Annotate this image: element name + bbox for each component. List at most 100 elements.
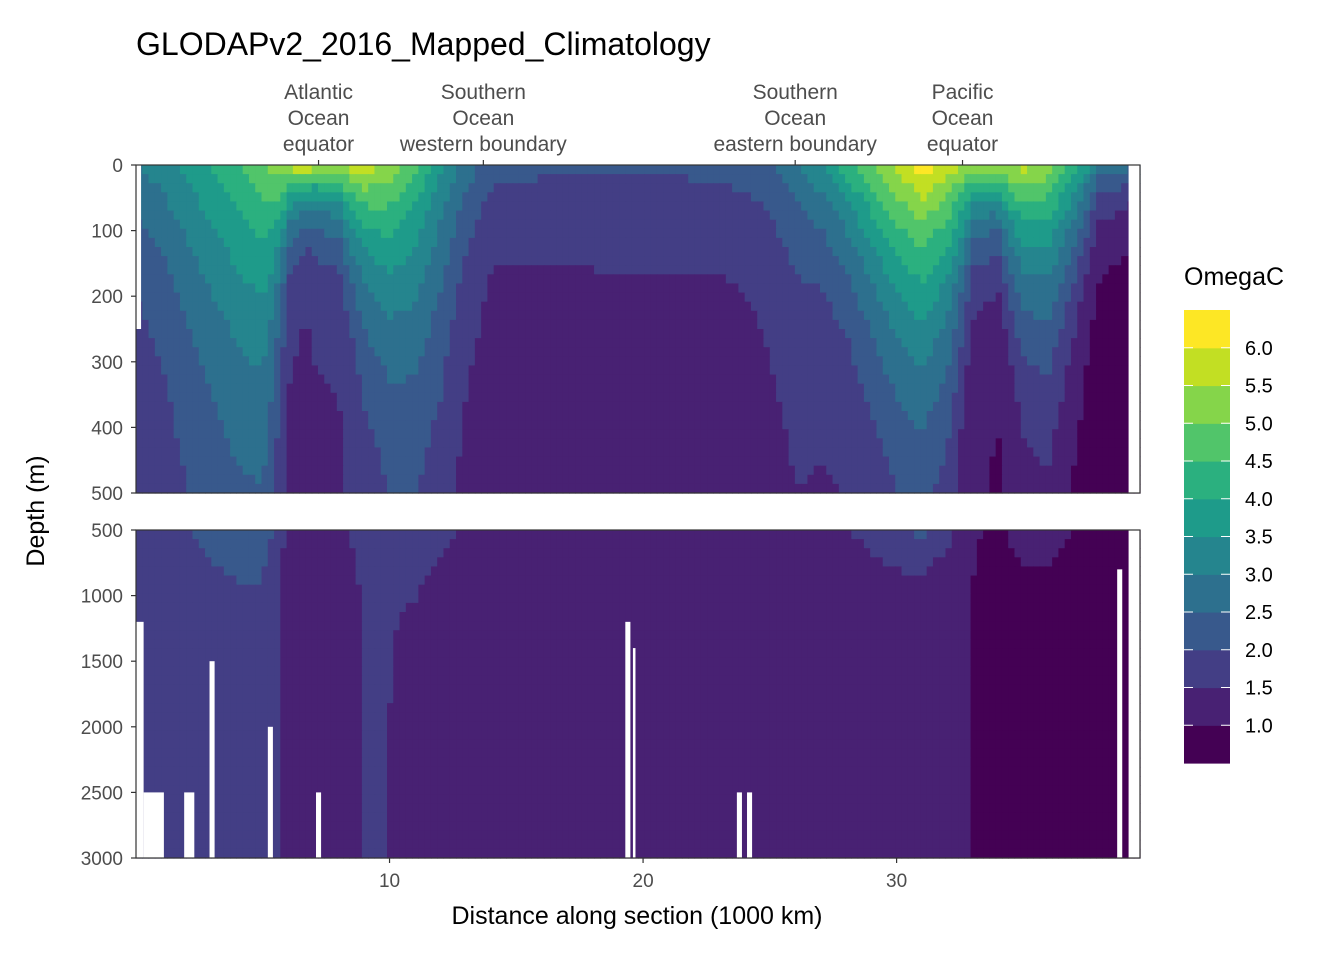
heatmap-cell (876, 237, 884, 248)
heatmap-cell (681, 283, 689, 294)
heatmap-cell (876, 283, 884, 294)
heatmap-cell (939, 283, 947, 294)
heatmap-cell (355, 420, 363, 430)
heatmap-cell (437, 365, 445, 376)
heatmap-cell (1096, 283, 1103, 294)
heatmap-cell (343, 319, 350, 330)
heatmap-cell (769, 411, 777, 421)
heatmap-cell (1020, 383, 1028, 394)
heatmap-cell (719, 438, 727, 449)
heatmap-cell (525, 174, 532, 184)
heatmap-cell (255, 165, 263, 175)
heatmap-cell (782, 347, 790, 357)
heatmap-cell (474, 401, 482, 412)
heatmap-cell (418, 319, 426, 330)
heatmap-cell (644, 411, 652, 421)
heatmap-cell (851, 420, 859, 430)
heatmap-cell (870, 392, 878, 403)
heatmap-cell (1070, 228, 1078, 239)
heatmap-cell (456, 219, 463, 230)
heatmap-cell (895, 237, 903, 248)
heatmap-cell (230, 256, 237, 266)
heatmap-cell (1077, 310, 1085, 321)
heatmap-cell (430, 228, 438, 239)
heatmap-cell (292, 338, 300, 348)
heatmap-cell (688, 183, 696, 193)
heatmap-cell (1102, 338, 1110, 348)
heatmap-cell (399, 319, 407, 330)
heatmap-cell (882, 210, 890, 221)
heatmap-cell (638, 283, 645, 294)
heatmap-cell (907, 292, 915, 303)
heatmap-cell (914, 228, 921, 239)
heatmap-cell (1001, 292, 1009, 303)
heatmap-cell (223, 301, 231, 312)
heatmap-cell (1058, 265, 1066, 275)
heatmap-cell (161, 292, 168, 303)
heatmap-cell (305, 292, 313, 303)
heatmap-cell (725, 219, 733, 230)
heatmap-cell (230, 383, 237, 394)
heatmap-cell (719, 383, 727, 394)
heatmap-cell (1045, 165, 1053, 175)
heatmap-cell (1039, 420, 1047, 430)
heatmap-cell (167, 165, 175, 175)
heatmap-cell (412, 301, 419, 312)
heatmap-cell (506, 401, 514, 412)
heatmap-cell (1077, 201, 1085, 212)
heatmap-cell (399, 310, 407, 321)
heatmap-cell (399, 237, 407, 248)
heatmap-cell (299, 310, 307, 321)
heatmap-cell (914, 256, 921, 266)
heatmap-cell (223, 365, 231, 376)
heatmap-cell (380, 438, 388, 449)
heatmap-cell (355, 247, 363, 257)
heatmap-cell (456, 265, 463, 275)
heatmap-cell (487, 411, 495, 421)
heatmap-cell (499, 392, 507, 403)
heatmap-cell (1108, 383, 1116, 394)
heatmap-cell (763, 438, 771, 449)
heatmap-cell (813, 247, 821, 257)
heatmap-cell (600, 183, 608, 193)
heatmap-cell (142, 347, 150, 357)
heatmap-cell (198, 429, 206, 439)
heatmap-cell (1033, 356, 1041, 367)
heatmap-cell (838, 401, 846, 412)
heatmap-cell (870, 274, 878, 285)
heatmap-cell (1070, 301, 1078, 312)
heatmap-cell (292, 283, 300, 294)
heatmap-cell (782, 392, 790, 403)
heatmap-cell (487, 292, 495, 303)
heatmap-cell (430, 201, 438, 212)
heatmap-cell (838, 256, 846, 266)
heatmap-cell (813, 237, 821, 248)
heatmap-cell (707, 329, 714, 339)
heatmap-cell (1014, 401, 1022, 412)
heatmap-cell (393, 301, 401, 312)
heatmap-cell (305, 301, 313, 312)
heatmap-cell (813, 301, 821, 312)
heatmap-cell (951, 411, 959, 421)
heatmap-cell (876, 174, 884, 184)
heatmap-cell (801, 310, 809, 321)
heatmap-cell (738, 329, 746, 339)
heatmap-cell (801, 247, 809, 257)
heatmap-cell (499, 329, 507, 339)
heatmap-cell (600, 401, 608, 412)
heatmap-cell (324, 420, 332, 430)
heatmap-cell (575, 347, 583, 357)
heatmap-cell (1001, 356, 1009, 367)
heatmap-cell (945, 338, 953, 348)
heatmap-cell (826, 274, 834, 285)
heatmap-cell (418, 210, 426, 221)
heatmap-cell (412, 183, 419, 193)
heatmap-cell (280, 237, 288, 248)
heatmap-cell (882, 274, 890, 285)
heatmap-cell (223, 401, 231, 412)
heatmap-cell (179, 256, 187, 266)
heatmap-cell (525, 338, 532, 348)
heatmap-cell (424, 429, 432, 439)
heatmap-cell (299, 283, 307, 294)
heatmap-cell (945, 301, 953, 312)
